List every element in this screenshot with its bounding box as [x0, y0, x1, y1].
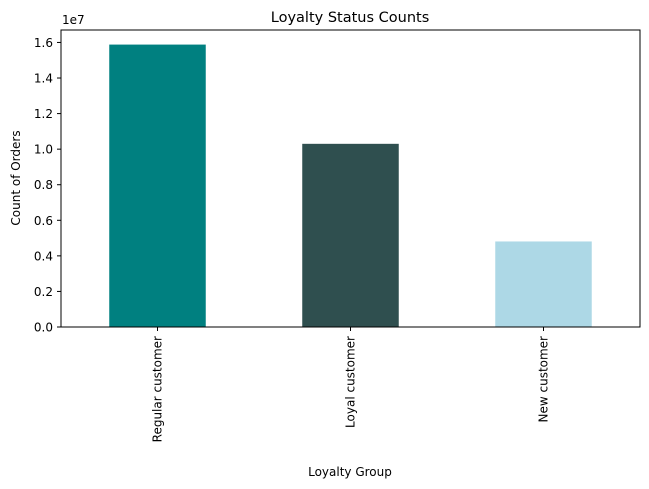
chart-title: Loyalty Status Counts [271, 10, 430, 26]
y-tick-label: 0.8 [34, 178, 53, 192]
x-tick-label: Regular customer [151, 336, 165, 442]
plot-area-frame [60, 29, 641, 328]
x-ticks: Regular customer Loyal customer New custom… [151, 327, 551, 442]
y-tick-label: 1.0 [34, 143, 53, 157]
bar-regular-customer [109, 44, 206, 327]
y-tick-label: 1.6 [34, 36, 53, 50]
y-axis-label: Count of Orders [9, 130, 23, 225]
x-axis-label: Loyalty Group [308, 465, 392, 479]
bar-loyal-customer [302, 143, 399, 327]
y-tick-label: 1.4 [34, 72, 53, 86]
x-tick-label: Loyal customer [344, 336, 358, 428]
y-ticks: 0.0 0.2 0.4 0.6 0.8 1.0 1.2 1.4 1.6 [34, 36, 61, 335]
y-tick-label: 0.2 [34, 285, 53, 299]
y-tick-label: 0.6 [34, 214, 53, 228]
y-tick-label: 1.2 [34, 107, 53, 121]
y-tick-label: 0.4 [34, 249, 53, 263]
y-tick-label: 0.0 [34, 321, 53, 335]
bars-layer [109, 44, 592, 327]
bar-new-customer [495, 241, 592, 327]
y-axis-offset-label: 1e7 [62, 13, 85, 27]
x-tick-label: New customer [537, 336, 551, 423]
